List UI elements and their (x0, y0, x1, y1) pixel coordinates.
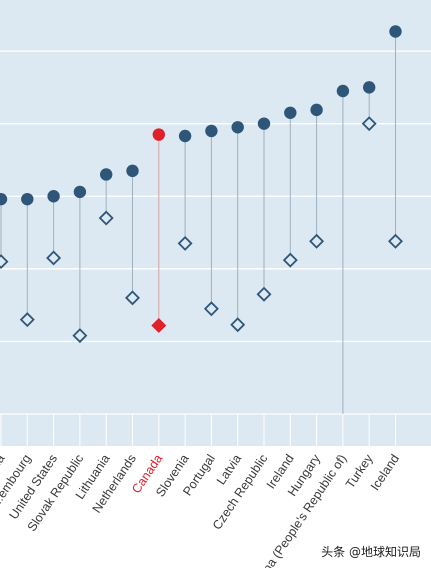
circle-point (389, 25, 402, 38)
circle-point (257, 117, 271, 130)
circle-point (231, 121, 244, 134)
circle-point (336, 84, 350, 98)
circle-point (126, 164, 139, 178)
diamond-point (19, 312, 35, 328)
watermark: 头条 @地球知识局 (321, 545, 421, 559)
circle-point (0, 192, 8, 206)
diamond-point (125, 290, 140, 306)
circle-point (152, 128, 165, 141)
diamond-point (388, 233, 403, 249)
diamond-point (230, 317, 246, 333)
diamond-point (177, 235, 193, 251)
diamond-point (282, 252, 298, 268)
diamond-point (98, 210, 114, 226)
circle-point (310, 103, 323, 117)
circle-point (178, 129, 192, 143)
diamond-point (361, 116, 377, 132)
circle-point (100, 168, 113, 181)
circle-point (205, 124, 218, 138)
diamond-point (309, 233, 325, 249)
circle-point (284, 106, 297, 119)
category-label: ...ia (0, 452, 8, 477)
diamond-point (256, 286, 272, 302)
diamond-point (46, 250, 62, 266)
circle-point (21, 192, 34, 206)
diamond-point (151, 317, 167, 333)
circle-point (363, 81, 376, 94)
diamond-point (203, 301, 219, 317)
circle-point (73, 185, 87, 199)
diamond-point (0, 254, 9, 270)
circle-point (47, 190, 60, 203)
plot-background (0, 0, 431, 446)
diamond-point (72, 328, 88, 344)
